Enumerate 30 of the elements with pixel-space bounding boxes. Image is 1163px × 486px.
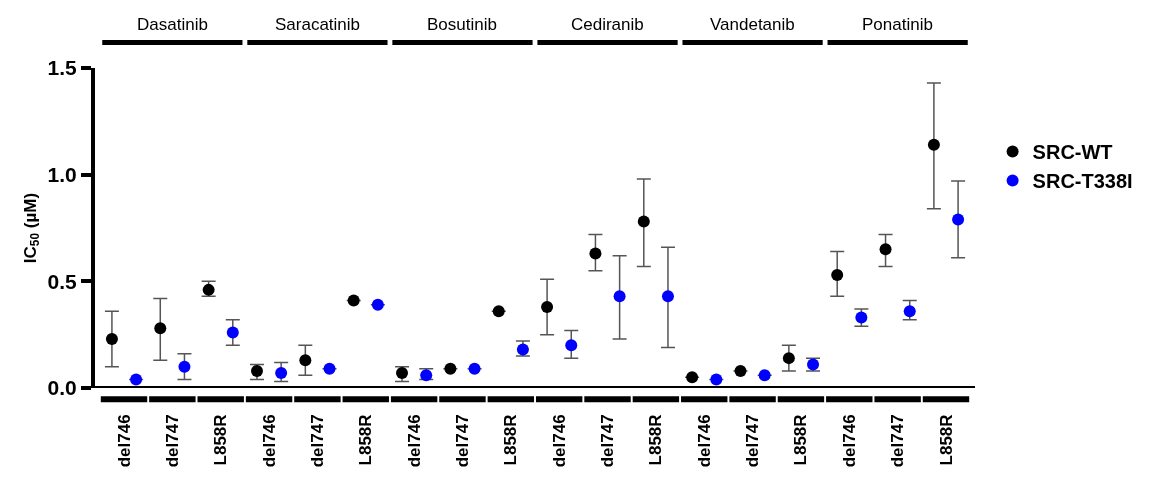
x-tick-label: del747 (598, 414, 618, 468)
x-tick-label: L858R (356, 414, 376, 466)
x-tick-label: L858R (646, 414, 666, 466)
x-tick-label: del747 (162, 414, 182, 468)
text: Cediranib (571, 15, 644, 34)
legend-label: SRC-WT (1032, 141, 1113, 164)
y-tick-label: 1.0 (47, 163, 77, 187)
y-tick-label: 0.5 (47, 269, 78, 293)
legend-label: SRC-T338I (1032, 170, 1133, 193)
x-tick-label: L858R (211, 414, 231, 466)
x-tick-label: del746 (114, 414, 134, 468)
y-tick-label: 0.0 (47, 376, 77, 400)
text: Ponatinib (862, 15, 933, 34)
x-tick-label: L858R (501, 414, 521, 466)
x-tick-label: del746 (694, 414, 714, 468)
x-tick-label: del747 (888, 414, 908, 468)
x-tick-label: L858R (791, 414, 811, 466)
x-tick-label: del746 (839, 414, 859, 468)
x-tick-label: del746 (404, 414, 424, 468)
text: Vandetanib (710, 15, 795, 34)
text: Dasatinib (137, 15, 208, 34)
x-tick-label: del746 (549, 414, 569, 468)
y-tick-label: 1.5 (47, 56, 78, 80)
x-tick-label: del747 (452, 414, 472, 468)
x-tick-label: L858R (936, 414, 956, 466)
text: Bosutinib (427, 15, 497, 34)
x-tick-label: del747 (307, 414, 327, 468)
x-tick-label: del746 (259, 414, 279, 468)
x-tick-label: del747 (743, 414, 763, 468)
text: Saracatinib (275, 15, 361, 34)
